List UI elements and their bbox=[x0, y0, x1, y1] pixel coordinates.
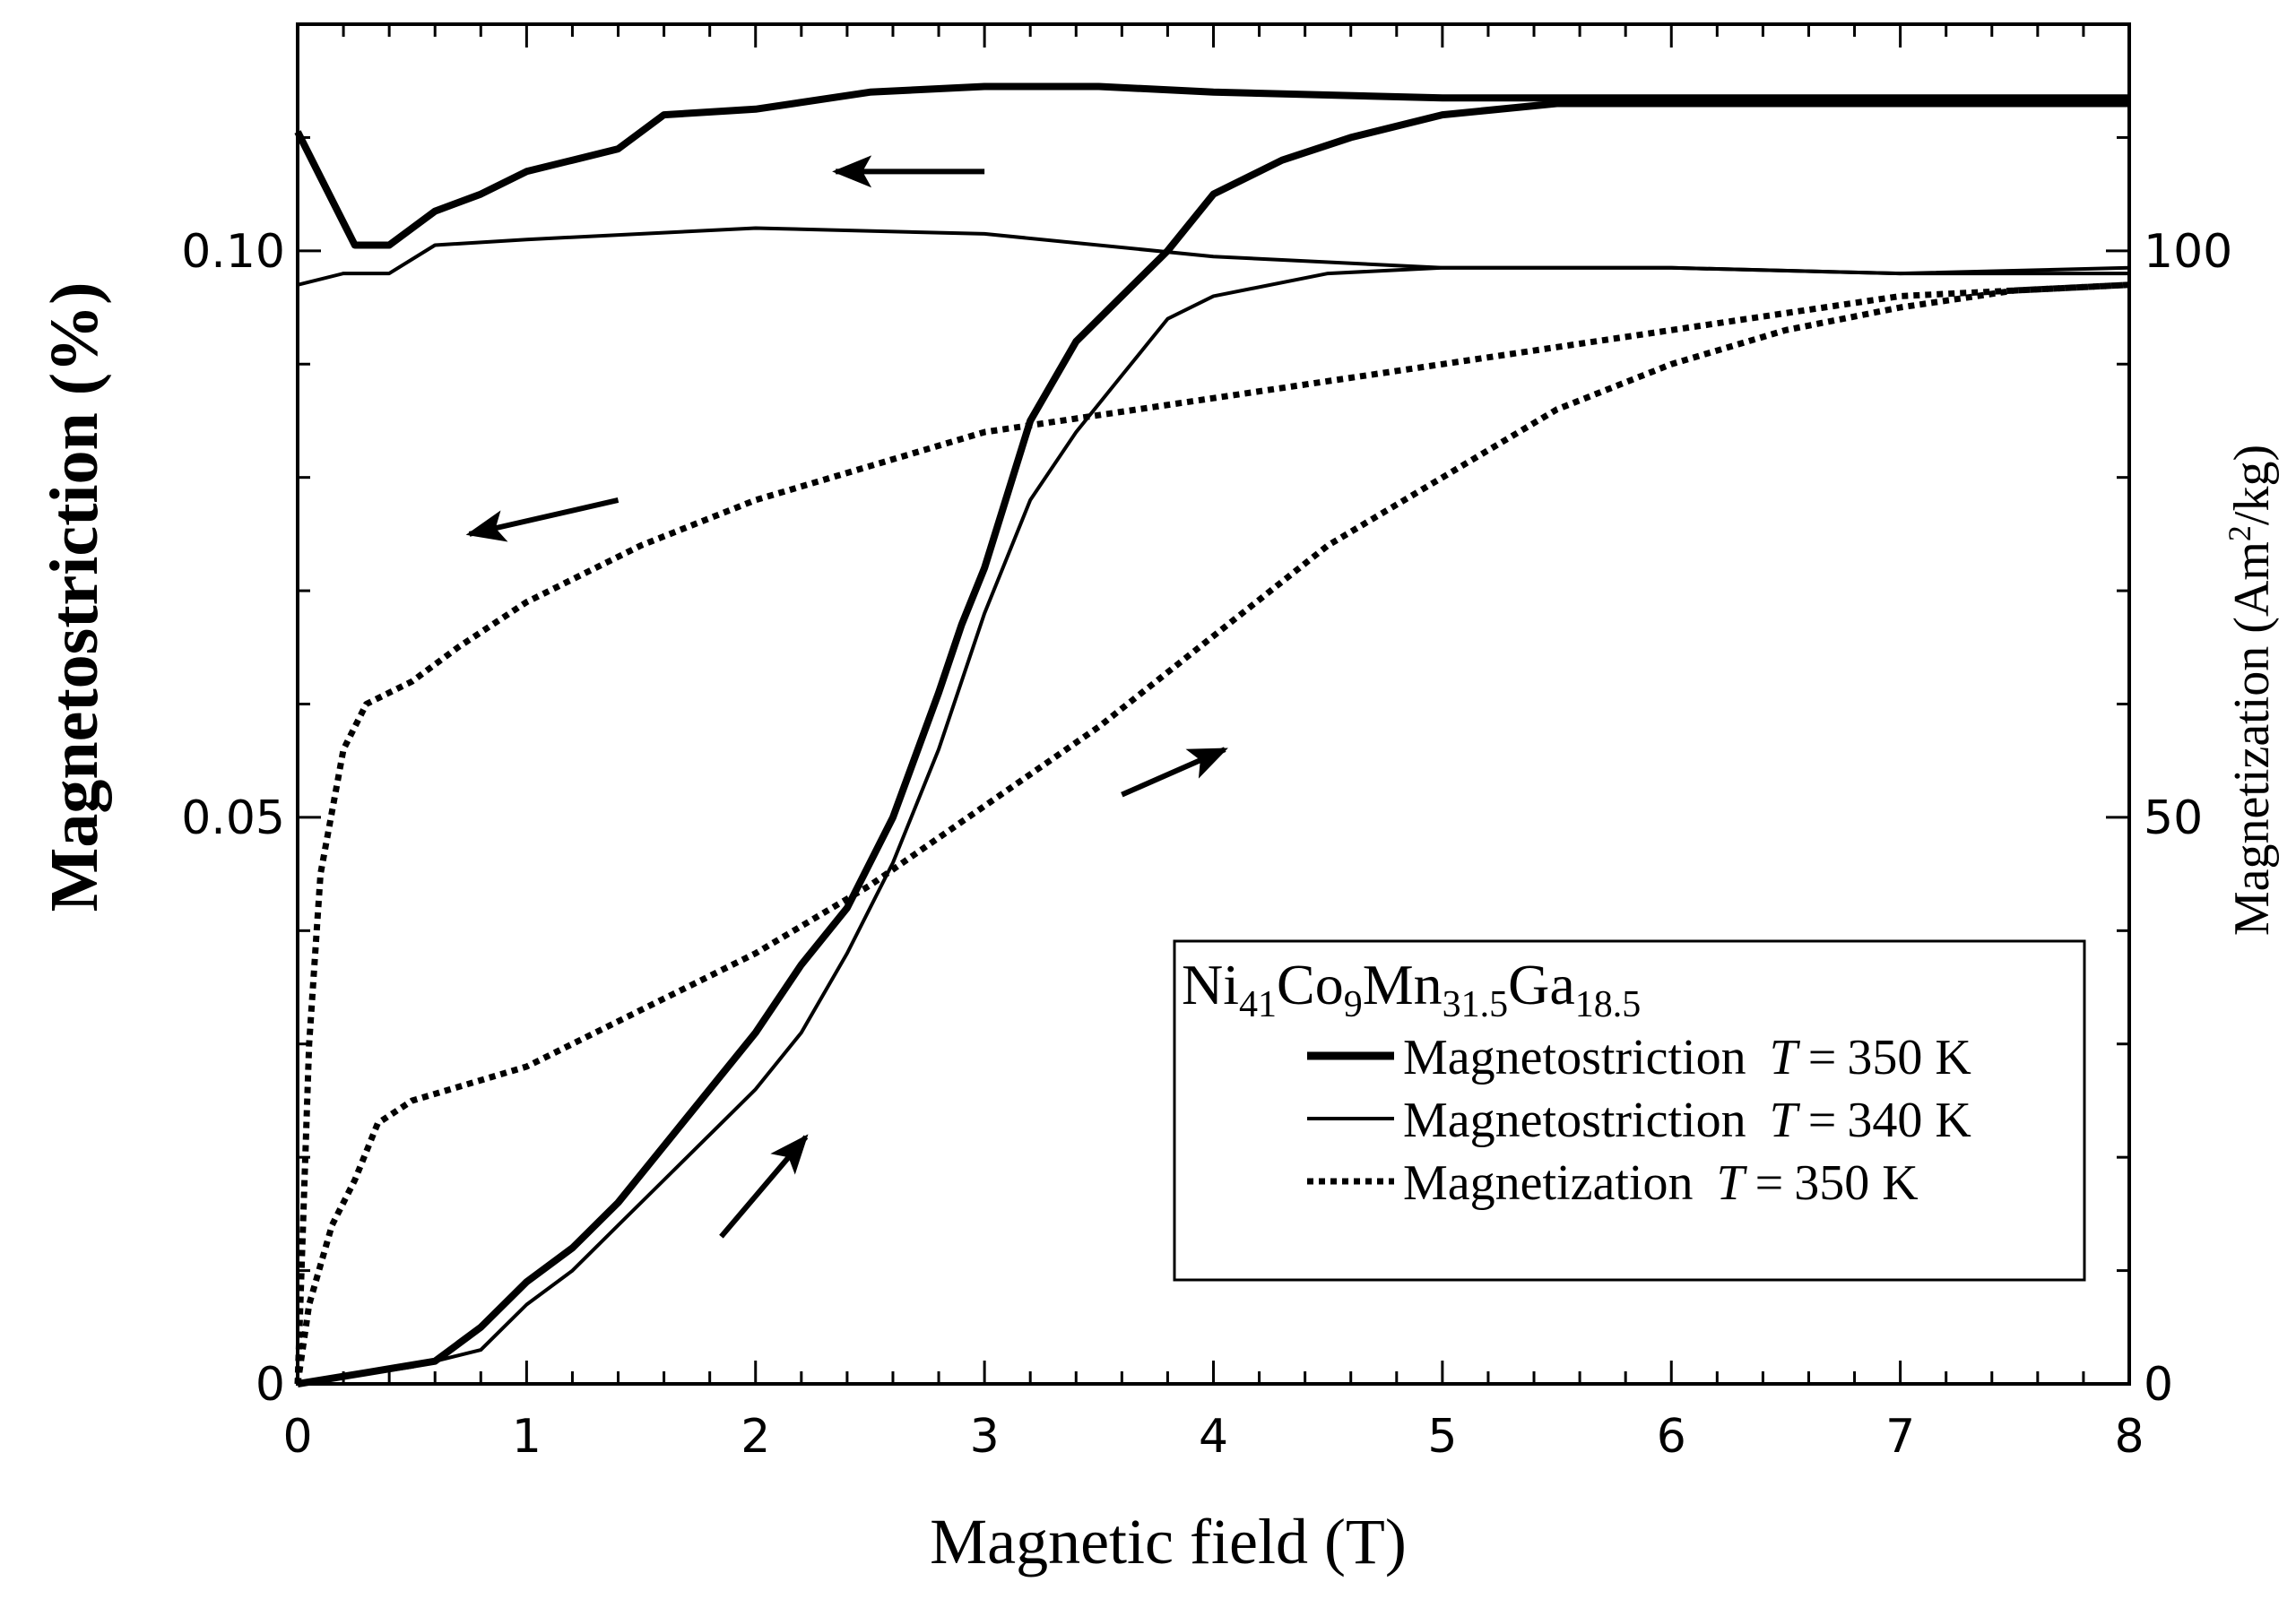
legend-title-sub-mn: 31.5 bbox=[1443, 984, 1509, 1025]
series-line-dotted-5 bbox=[294, 281, 2130, 1385]
legend-entry-3-t: T bbox=[1716, 1155, 1747, 1211]
y-left-tick-label: 0.10 bbox=[181, 225, 285, 279]
legend-entry-1: Magnetostriction T = 350 K bbox=[1403, 1030, 1971, 1085]
series-line-thick-0 bbox=[297, 99, 2129, 1387]
legend-title-el-ga: Ga bbox=[1508, 953, 1575, 1016]
legend-title-el-mn: Mn bbox=[1363, 953, 1443, 1016]
arrow-magnetostriction-up bbox=[719, 1134, 809, 1239]
y-axis-label-right: Magnetization (Am2/kg) bbox=[2222, 445, 2280, 936]
x-axis-label: Magnetic field (T) bbox=[930, 1506, 1407, 1577]
legend-entry-2-t: T bbox=[1770, 1093, 1801, 1148]
legend-title-el-co: Co bbox=[1277, 953, 1344, 1016]
legend-title-sub-ga: 18.5 bbox=[1575, 984, 1642, 1025]
x-tick-label: 6 bbox=[1657, 1410, 1686, 1464]
y-axis-label-right-pre: Magnetization (Am bbox=[2224, 541, 2280, 936]
legend: Ni41Co9Mn31.5Ga18.5 Magnetostriction T = 35… bbox=[1173, 939, 2086, 1282]
legend-title-el-ni: Ni bbox=[1182, 953, 1239, 1016]
series-line-thin-3 bbox=[297, 226, 2130, 287]
legend-entry-3: Magnetization T = 350 K bbox=[1403, 1155, 1919, 1211]
x-tick-label: 1 bbox=[512, 1410, 542, 1464]
arrow-magnetization-down bbox=[465, 497, 619, 542]
series-line-thin-2 bbox=[297, 265, 2129, 1386]
legend-entry-2-eq: = bbox=[1808, 1093, 1837, 1148]
legend-box bbox=[1173, 939, 2086, 1282]
legend-entry-2: Magnetostriction T = 340 K bbox=[1403, 1093, 1971, 1148]
x-tick-label: 5 bbox=[1427, 1410, 1457, 1464]
arrow-magnetization-up bbox=[1121, 747, 1228, 798]
legend-entry-2-temp: 340 K bbox=[1847, 1093, 1971, 1148]
legend-title-sub-ni: 41 bbox=[1239, 984, 1277, 1025]
legend-title-sub-co: 9 bbox=[1344, 984, 1363, 1025]
y-axis-label-right-post: /kg) bbox=[2224, 445, 2280, 525]
series-line-thick-1 bbox=[294, 82, 2129, 249]
legend-entry-3-label: Magnetization bbox=[1403, 1155, 1693, 1211]
x-tick-label: 2 bbox=[741, 1410, 770, 1464]
y-right-tick-label: 100 bbox=[2144, 225, 2232, 279]
legend-entry-3-eq: = bbox=[1755, 1155, 1784, 1211]
y-left-tick-label: 0 bbox=[256, 1358, 285, 1412]
legend-entry-1-t: T bbox=[1770, 1030, 1801, 1085]
legend-entry-3-temp: 350 K bbox=[1794, 1155, 1918, 1211]
y-axis-label-left: Magnetostriction (%) bbox=[37, 282, 112, 912]
x-tick-label: 3 bbox=[970, 1410, 1000, 1464]
legend-entry-2-label: Magnetostriction bbox=[1403, 1093, 1746, 1148]
direction-arrows bbox=[465, 155, 1228, 1239]
legend-entry-1-label: Magnetostriction bbox=[1403, 1030, 1746, 1085]
x-tick-label: 0 bbox=[282, 1410, 312, 1464]
y-axis-label-right-sup: 2 bbox=[2222, 525, 2257, 541]
legend-entry-1-eq: = bbox=[1808, 1030, 1837, 1085]
x-tick-label: 7 bbox=[1885, 1410, 1915, 1464]
y-right-tick-label: 0 bbox=[2144, 1358, 2173, 1412]
series-group bbox=[294, 82, 2130, 1387]
legend-entry-1-temp: 350 K bbox=[1847, 1030, 1971, 1085]
y-left-tick-label: 0.05 bbox=[181, 791, 285, 845]
legend-title: Ni41Co9Mn31.5Ga18.5 bbox=[1182, 953, 1641, 1025]
x-tick-label: 4 bbox=[1199, 1410, 1228, 1464]
x-tick-label: 8 bbox=[2114, 1410, 2144, 1464]
series-line-dotted-4 bbox=[294, 281, 2130, 1385]
y-right-tick-label: 50 bbox=[2144, 791, 2203, 845]
